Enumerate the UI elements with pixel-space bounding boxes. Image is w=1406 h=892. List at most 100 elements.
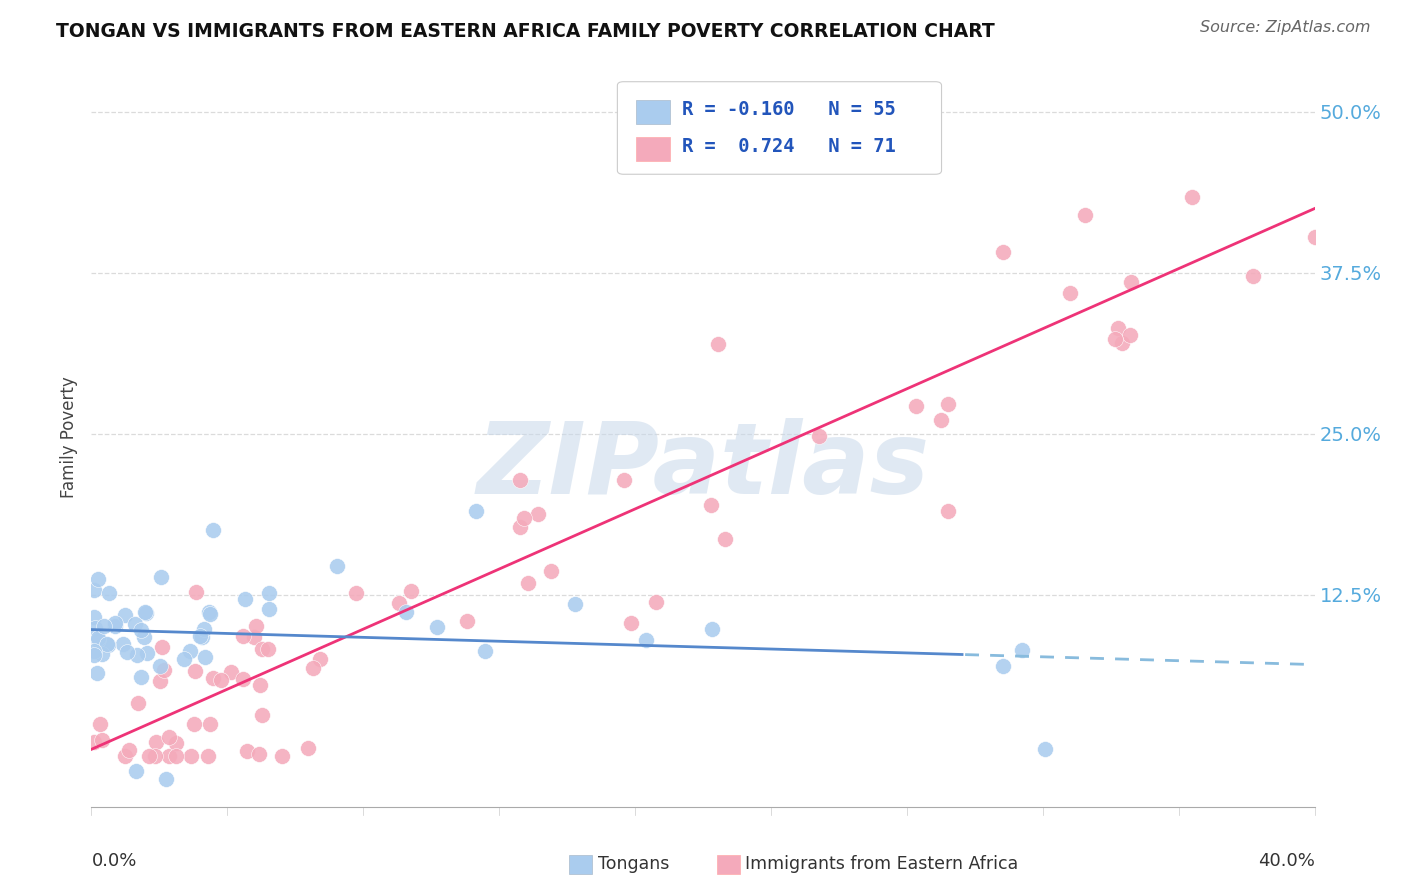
Point [87,631,110,645]
Point [707,336,730,351]
Point [232,629,254,643]
Point [83,622,105,636]
Point [243,630,266,644]
Point [136,646,159,660]
Point [83,644,105,658]
Point [1243,268,1265,283]
Text: ZIPatlas: ZIPatlas [477,418,929,516]
Point [143,748,166,763]
Point [198,605,221,619]
Point [131,624,153,638]
Point [87,632,110,647]
Point [474,644,496,658]
Point [1033,742,1056,756]
Point [1104,332,1126,346]
Point [114,748,136,763]
Point [512,510,534,524]
Point [83,735,105,749]
Point [179,644,201,658]
Point [297,741,319,756]
Point [929,413,952,427]
Text: Immigrants from Eastern Africa: Immigrants from Eastern Africa [745,855,1018,873]
Point [905,399,928,413]
Point [700,498,723,512]
Point [124,616,146,631]
Point [399,583,422,598]
Point [309,652,332,666]
Point [235,744,257,758]
Point [104,619,127,633]
Point [201,524,224,538]
Point [96,638,118,652]
Point [165,748,187,763]
Point [155,772,177,786]
Point [197,748,219,763]
FancyBboxPatch shape [636,137,671,161]
Point [250,642,273,657]
Point [191,631,214,645]
Point [564,597,586,611]
Point [150,570,173,584]
Point [152,663,174,677]
Point [540,564,562,578]
Point [83,582,105,597]
Point [936,397,959,411]
Point [135,606,157,620]
Text: R = -0.160   N = 55: R = -0.160 N = 55 [682,100,896,119]
Point [188,629,211,643]
Point [527,507,550,521]
Point [132,630,155,644]
Point [250,708,273,723]
Point [86,666,108,681]
Point [104,616,127,631]
FancyBboxPatch shape [636,100,671,124]
Point [145,735,167,749]
FancyBboxPatch shape [617,82,942,174]
Point [127,648,149,662]
Y-axis label: Family Poverty: Family Poverty [60,376,79,498]
Point [173,652,195,666]
Point [150,640,173,655]
Point [714,532,737,546]
Point [93,619,115,633]
Point [1303,229,1326,244]
Point [157,748,180,763]
Point [98,586,121,600]
Point [1074,208,1097,222]
Point [620,616,643,631]
Point [112,637,135,651]
Point [90,647,112,661]
Point [184,664,207,678]
Point [394,605,416,619]
Point [645,595,668,609]
Point [89,717,111,731]
Point [344,586,367,600]
Point [232,672,254,686]
Point [159,730,181,744]
Point [257,586,280,600]
Point [388,597,411,611]
Point [936,504,959,518]
Point [87,572,110,586]
Point [115,645,138,659]
Text: 0.0%: 0.0% [91,852,136,870]
Point [96,637,118,651]
Point [219,665,242,680]
Point [97,638,120,652]
Point [1111,336,1133,351]
Text: TONGAN VS IMMIGRANTS FROM EASTERN AFRICA FAMILY POVERTY CORRELATION CHART: TONGAN VS IMMIGRANTS FROM EASTERN AFRICA… [56,22,995,41]
Point [509,520,531,534]
Point [808,429,831,443]
Point [1011,643,1033,657]
Point [118,743,141,757]
Point [1107,320,1129,334]
Point [1121,275,1143,289]
Point [256,642,278,657]
Point [634,632,657,647]
Point [90,733,112,747]
Text: 40.0%: 40.0% [1258,852,1315,870]
Point [1181,190,1204,204]
Point [991,244,1014,259]
Point [165,736,187,750]
Point [149,673,172,688]
